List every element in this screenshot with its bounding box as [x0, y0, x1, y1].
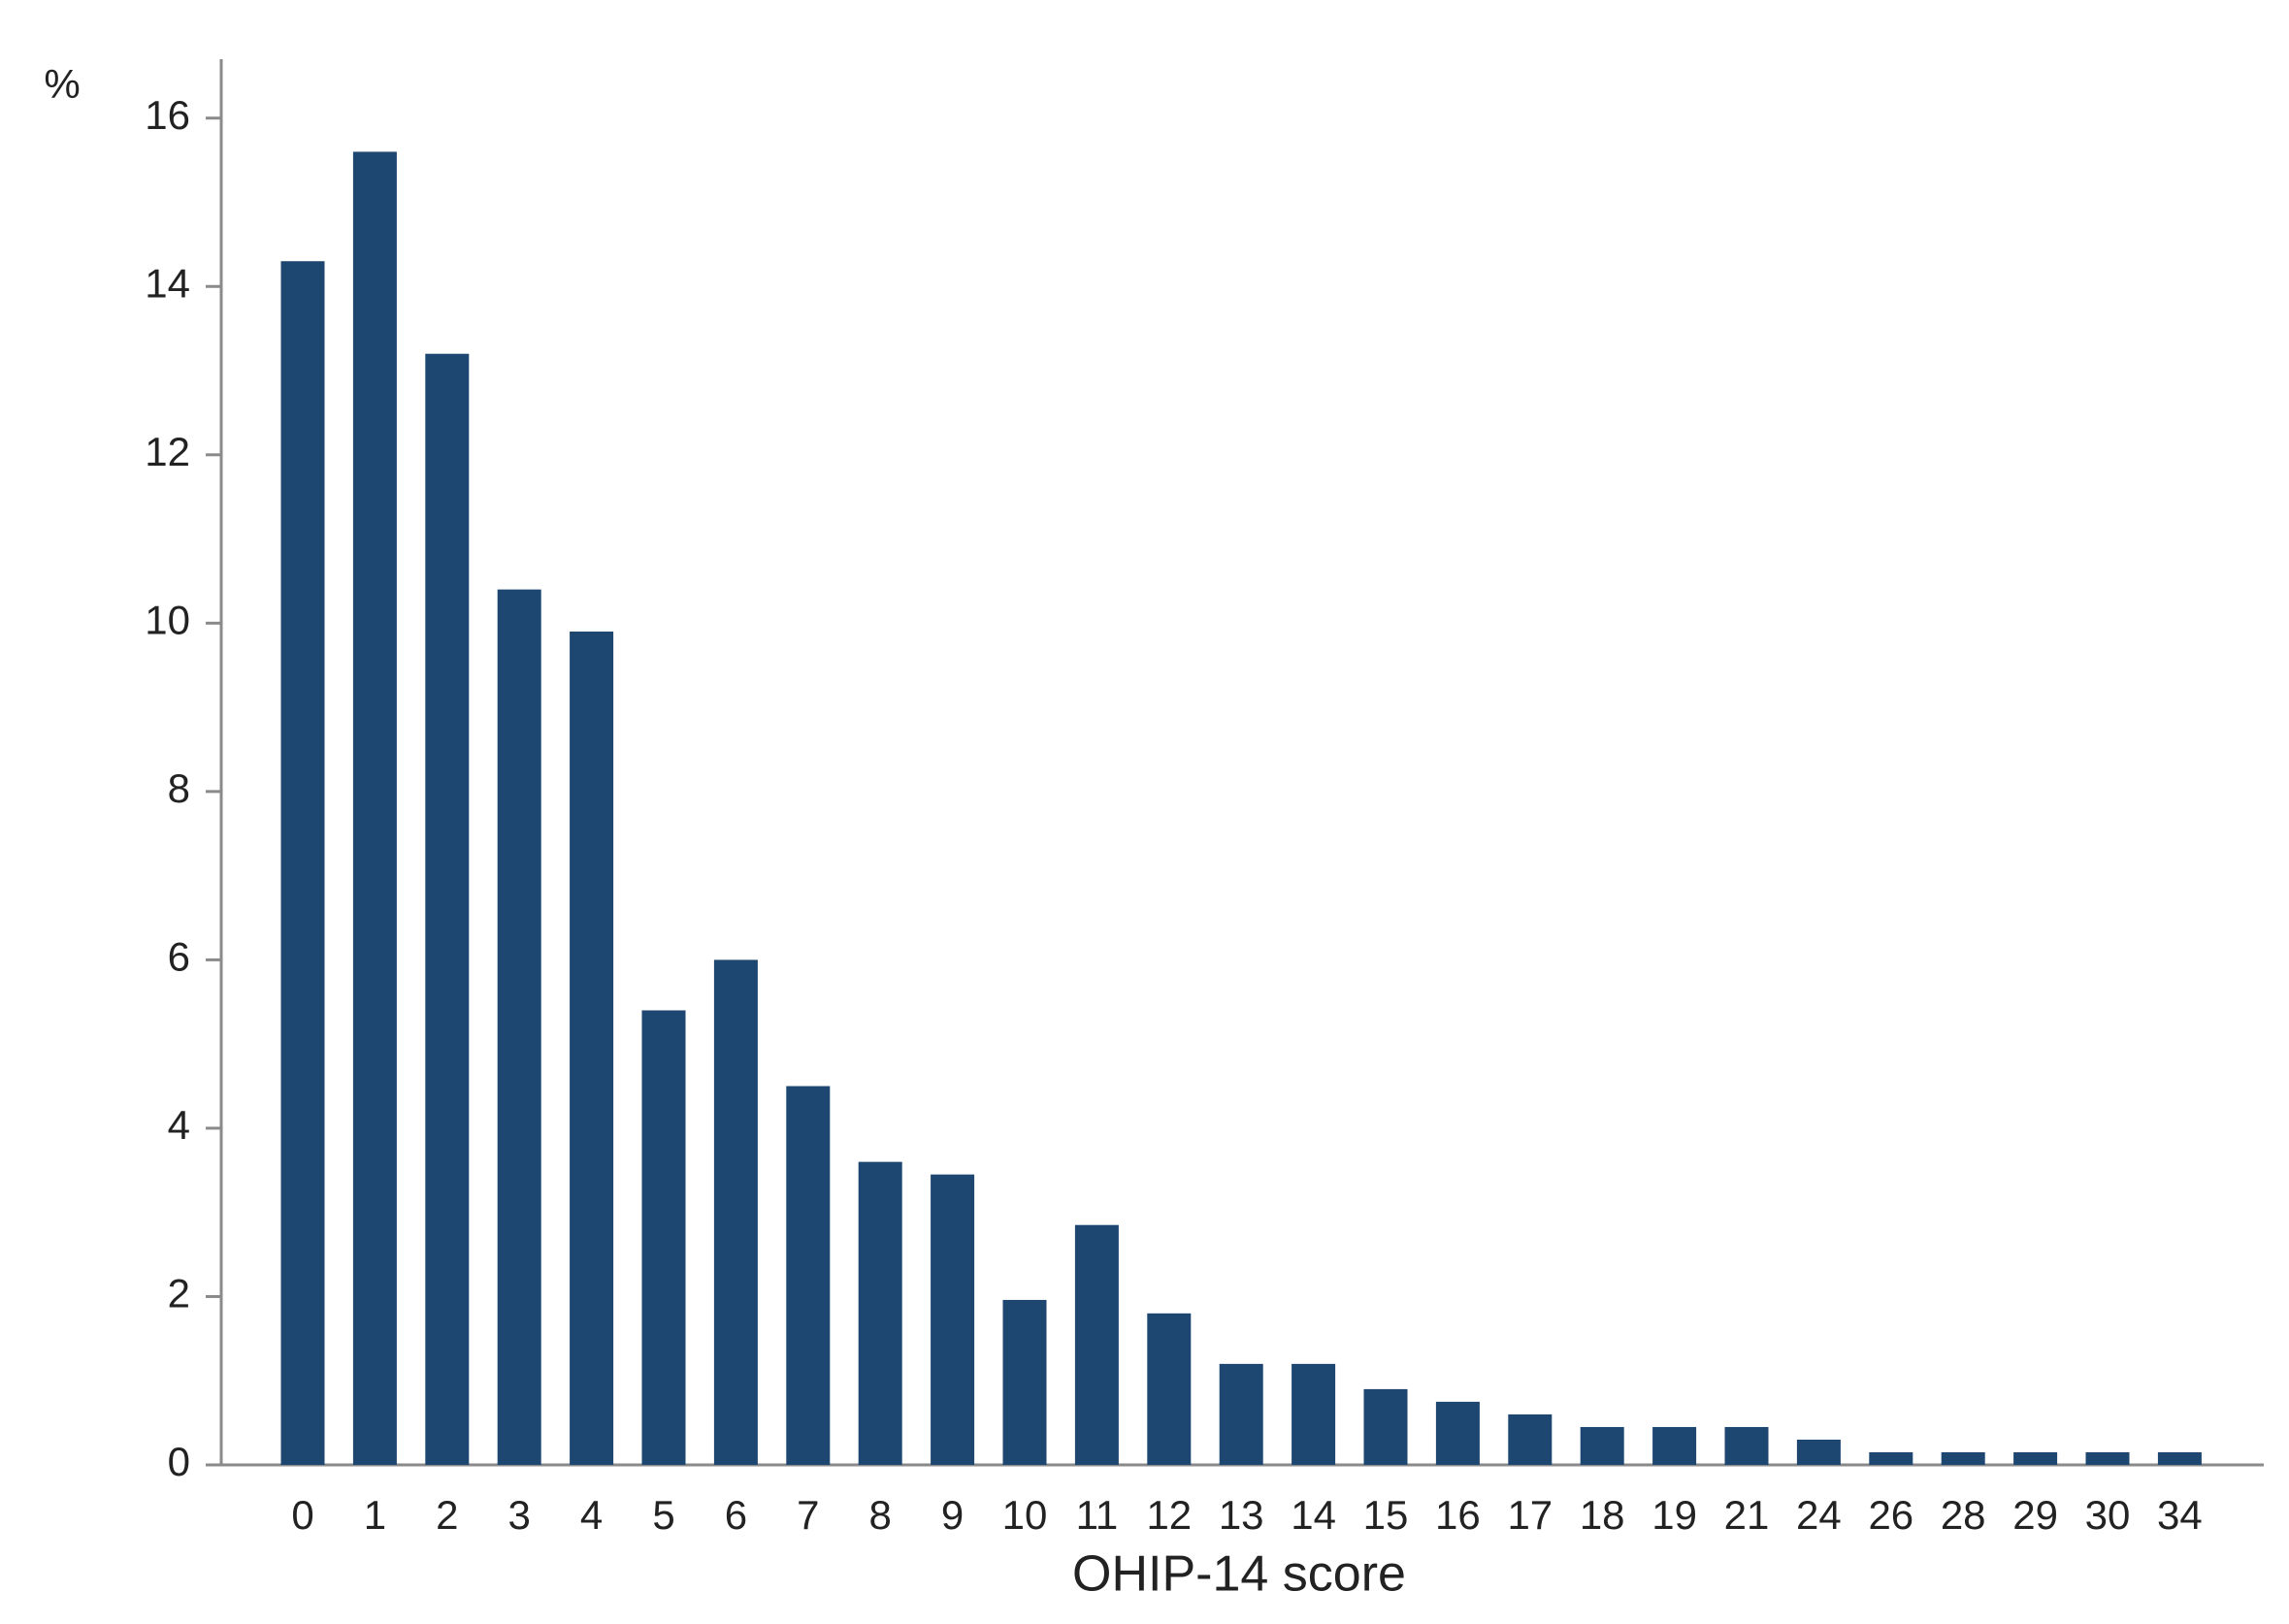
bar: [570, 632, 614, 1465]
x-tick-label: 26: [1868, 1492, 1913, 1538]
bar: [858, 1161, 902, 1465]
bar: [352, 151, 397, 1465]
x-axis-label: OHIP-14 score: [1072, 1546, 1406, 1603]
x-tick-label: 0: [291, 1492, 313, 1538]
x-tick-label: 34: [2157, 1492, 2203, 1538]
bar: [641, 1010, 686, 1465]
x-tick-label: 15: [1363, 1492, 1409, 1538]
x-tick-label: 2: [436, 1492, 458, 1538]
y-tick-label: 4: [168, 1102, 190, 1148]
y-tick-label: 10: [145, 597, 190, 642]
x-tick-label: 29: [2012, 1492, 2058, 1538]
x-tick-label: 3: [508, 1492, 531, 1538]
bar: [713, 959, 758, 1465]
x-tick-label: 19: [1651, 1492, 1697, 1538]
bar: [425, 353, 470, 1466]
bar: [1435, 1401, 1480, 1465]
bar: [1363, 1388, 1408, 1465]
bar: [2157, 1451, 2202, 1465]
bar: [280, 261, 325, 1466]
bar: [2085, 1451, 2130, 1465]
bar: [1941, 1451, 1985, 1465]
y-axis-label: %: [44, 61, 80, 107]
bar: [1796, 1439, 1841, 1465]
x-tick-label: 30: [2085, 1492, 2131, 1538]
bar: [1002, 1299, 1047, 1465]
x-tick-label: 13: [1219, 1492, 1264, 1538]
bar: [2013, 1451, 2058, 1465]
bar: [1074, 1224, 1119, 1465]
y-tick-label: 2: [168, 1271, 190, 1316]
x-tick-label: 17: [1507, 1492, 1553, 1538]
bar: [1508, 1413, 1553, 1465]
x-tick-label: 6: [725, 1492, 747, 1538]
x-tick-label: 9: [941, 1492, 964, 1538]
bar: [1869, 1451, 1913, 1465]
x-tick-label: 1: [364, 1492, 386, 1538]
bar: [497, 589, 541, 1465]
bar: [1652, 1426, 1697, 1465]
bar: [1219, 1363, 1263, 1465]
x-tick-label: 7: [797, 1492, 819, 1538]
y-tick-label: 14: [145, 260, 190, 306]
x-tick-label: 18: [1580, 1492, 1625, 1538]
x-tick-label: 12: [1146, 1492, 1192, 1538]
x-tick-label: 28: [1941, 1492, 1986, 1538]
bar: [1292, 1363, 1336, 1465]
bar: [931, 1174, 975, 1465]
x-tick-label: 16: [1435, 1492, 1481, 1538]
x-tick-label: 10: [1002, 1492, 1048, 1538]
x-tick-label: 8: [869, 1492, 892, 1538]
x-tick-label: 11: [1076, 1492, 1119, 1538]
bar: [1580, 1426, 1624, 1465]
x-tick-label: 21: [1724, 1492, 1770, 1538]
bar: [1724, 1426, 1769, 1465]
y-tick-label: 0: [168, 1439, 190, 1484]
y-tick-label: 12: [145, 429, 190, 474]
x-tick-label: 24: [1796, 1492, 1842, 1538]
y-tick-label: 6: [168, 933, 190, 979]
y-tick-label: 16: [145, 92, 190, 138]
x-tick-label: 4: [580, 1492, 603, 1538]
y-tick-label: 8: [168, 765, 190, 811]
bar: [1147, 1313, 1192, 1465]
x-tick-label: 14: [1291, 1492, 1336, 1538]
x-tick-label: 5: [652, 1492, 674, 1538]
bar: [786, 1086, 831, 1465]
